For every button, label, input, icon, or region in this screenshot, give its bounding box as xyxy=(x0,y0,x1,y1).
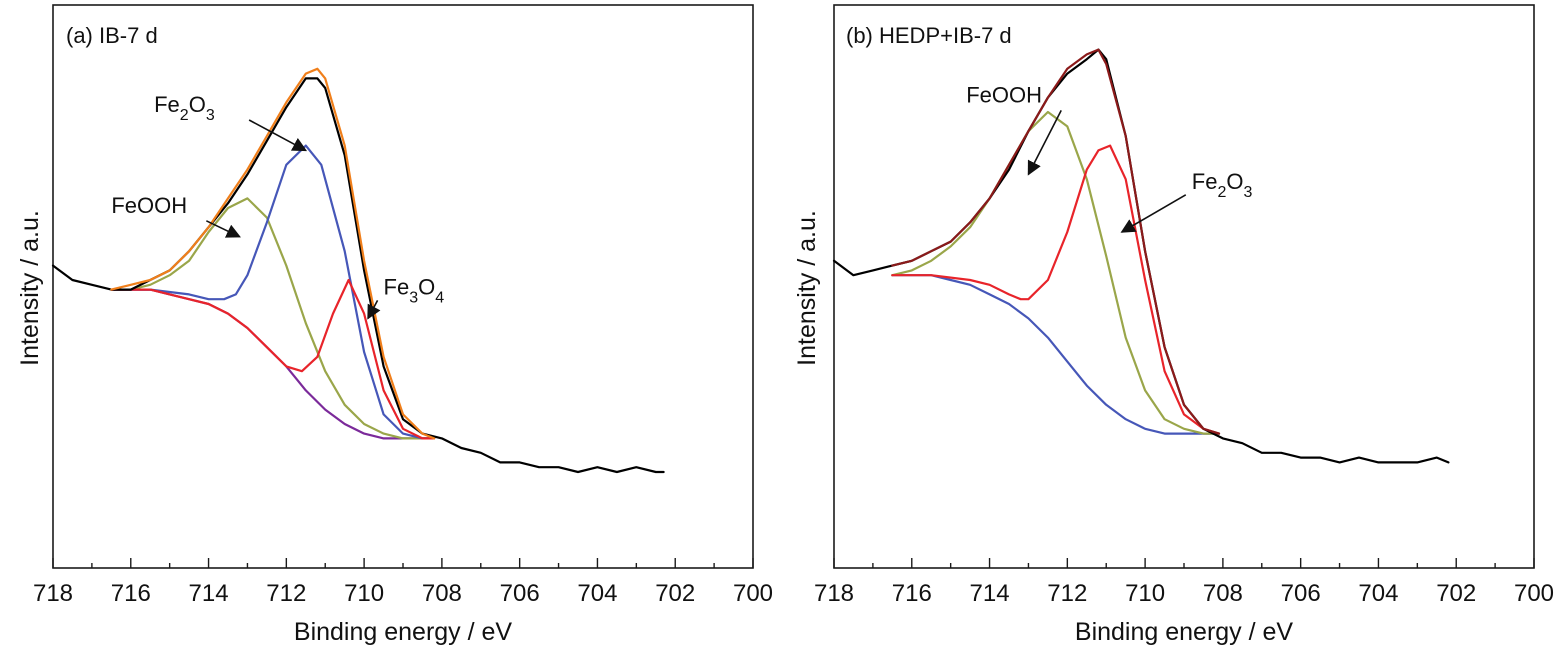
x-tick-label: 702 xyxy=(1436,580,1476,607)
x-tick-label: 706 xyxy=(500,580,540,607)
annotation-subscript: 3 xyxy=(206,107,215,124)
x-tick-label: 704 xyxy=(1358,580,1398,607)
series-fit xyxy=(110,67,436,440)
x-axis-title: Binding energy / eV xyxy=(1075,618,1294,646)
annotation-arrow xyxy=(1027,110,1062,176)
annotation-feooh: FeOOH xyxy=(111,193,187,218)
x-ticks: 718 716 714 712 710 708 706 704 702 700 xyxy=(33,558,773,607)
x-tick-label: 714 xyxy=(970,580,1010,607)
x-tick-label: 718 xyxy=(33,580,73,607)
annotation-arrow xyxy=(248,119,308,152)
series-fe3o4 xyxy=(110,278,436,440)
plot-frame xyxy=(833,4,1535,569)
series-background xyxy=(891,274,1221,435)
x-tick-label: 712 xyxy=(266,580,306,607)
x-tick-label: 710 xyxy=(1125,580,1165,607)
annotation-text: Fe xyxy=(154,92,180,117)
annotation-fe3o4: Fe3O4 xyxy=(384,274,445,306)
annotation-subscript: 2 xyxy=(180,107,189,124)
x-tick-label: 706 xyxy=(1281,580,1321,607)
annotations: FeOOH Fe2O3 xyxy=(966,82,1253,233)
x-ticks: 718 716 714 712 710 708 706 704 702 700 xyxy=(814,558,1554,607)
annotation-fe2o3: Fe2O3 xyxy=(1192,169,1253,201)
annotation-subscript: 2 xyxy=(1217,184,1226,201)
y-axis-title: Intensity / a.u. xyxy=(793,210,821,366)
annotation-fe2o3: Fe2O3 xyxy=(154,92,215,124)
x-tick-label: 718 xyxy=(814,580,854,607)
annotation-arrow xyxy=(1120,194,1187,233)
annotation-text: O xyxy=(189,92,206,117)
y-axis-title: Intensity / a.u. xyxy=(16,210,44,366)
curves xyxy=(832,48,1450,464)
annotation-text: Fe xyxy=(384,274,410,299)
series-raw xyxy=(51,77,665,474)
x-tick-label: 710 xyxy=(344,580,384,607)
x-tick-label: 712 xyxy=(1047,580,1087,607)
annotation-subscript: 4 xyxy=(435,289,444,306)
x-axis-title: Binding energy / eV xyxy=(294,618,513,646)
annotation-arrow xyxy=(367,300,381,320)
panel-a: (a) IB-7 d Intensity / a.u. Binding ener… xyxy=(16,4,773,646)
annotation-subscript: 3 xyxy=(1243,184,1252,201)
annotation-subscript: 3 xyxy=(409,289,418,306)
annotation-arrow xyxy=(205,220,241,238)
series-fe2o3 xyxy=(891,144,1221,435)
panel-b: (b) HEDP+IB-7 d Intensity / a.u. Binding… xyxy=(793,4,1554,646)
x-tick-label: 708 xyxy=(1203,580,1243,607)
annotation-text: O xyxy=(418,274,435,299)
x-tick-label: 700 xyxy=(1514,580,1554,607)
annotation-text: O xyxy=(1226,169,1243,194)
curves xyxy=(51,67,665,474)
x-tick-label: 716 xyxy=(111,580,151,607)
annotation-text: FeOOH xyxy=(966,82,1042,107)
annotation-feooh: FeOOH xyxy=(966,82,1042,107)
x-tick-label: 708 xyxy=(422,580,462,607)
series-feooh xyxy=(110,197,436,440)
x-tick-label: 700 xyxy=(733,580,773,607)
x-tick-label: 704 xyxy=(577,580,617,607)
series-fe2o3 xyxy=(110,144,436,440)
x-tick-label: 714 xyxy=(189,580,229,607)
x-tick-label: 702 xyxy=(655,580,695,607)
panel-title: (a) IB-7 d xyxy=(66,23,158,48)
annotation-text: Fe xyxy=(1192,169,1218,194)
x-tick-label: 716 xyxy=(892,580,932,607)
annotation-text: FeOOH xyxy=(111,193,187,218)
series-fit xyxy=(891,48,1221,435)
panel-title: (b) HEDP+IB-7 d xyxy=(846,23,1012,48)
